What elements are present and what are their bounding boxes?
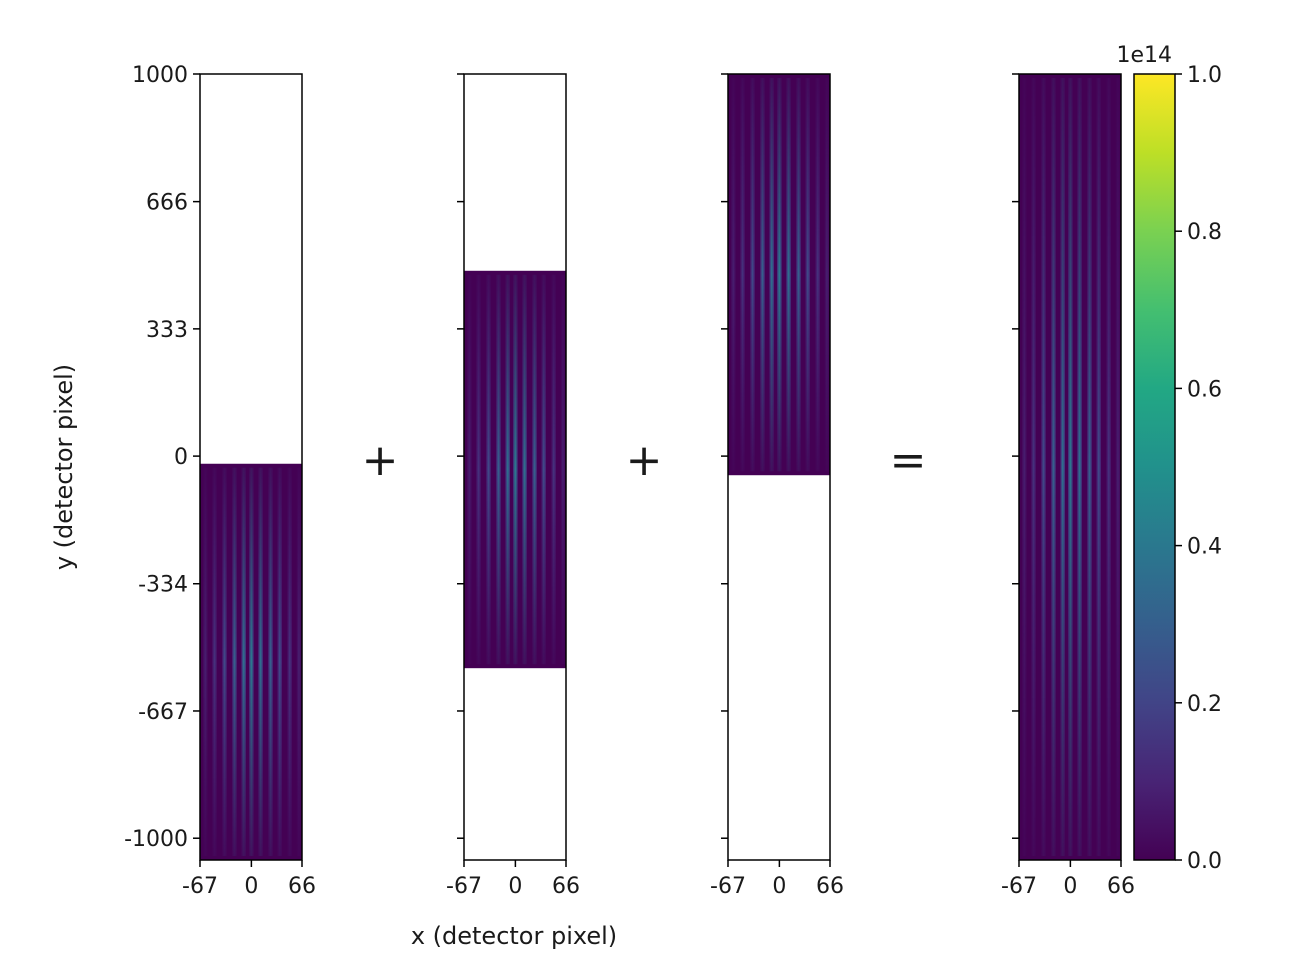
fringe-line xyxy=(506,274,509,665)
fringe-line xyxy=(250,467,253,856)
fringe-line xyxy=(204,467,207,856)
fringe-line xyxy=(1107,78,1110,856)
fringe-line xyxy=(797,78,800,472)
fringe-line xyxy=(298,467,300,856)
fringe-line xyxy=(562,274,564,665)
fringe-line xyxy=(816,78,819,472)
fringe-line xyxy=(826,78,828,472)
y-tick-label: 1000 xyxy=(132,63,188,88)
fringe-line xyxy=(523,274,526,665)
y-tick-label: 666 xyxy=(146,191,188,216)
fringe-group xyxy=(467,274,566,665)
x-axis-label: x (detector pixel) xyxy=(411,922,617,950)
fringe-line xyxy=(233,467,236,856)
x-tick-label: 0 xyxy=(508,874,522,899)
fringe-line xyxy=(288,467,291,856)
fringe-line xyxy=(1032,78,1035,856)
fringe-line xyxy=(1078,78,1081,856)
colorbar-tick-label: 0.8 xyxy=(1187,220,1222,245)
colorbar-tick-label: 0.6 xyxy=(1187,377,1222,402)
fringe-line xyxy=(1042,78,1045,856)
fringe-line xyxy=(1097,78,1100,856)
fringe-line xyxy=(1023,78,1026,856)
y-axis-label: y (detector pixel) xyxy=(50,364,78,570)
fringe-line xyxy=(751,78,754,472)
fringe-line xyxy=(269,467,272,856)
fringe-group xyxy=(731,78,830,472)
fringe-line xyxy=(223,467,226,856)
fringe-line xyxy=(806,78,809,472)
fringe-line xyxy=(732,78,735,472)
fringe-line xyxy=(497,274,500,665)
x-tick-label: -67 xyxy=(446,874,482,899)
heatmap-panel-1: 1000 666 333 0 -334 -667 -1000 -67 0 66 xyxy=(124,63,316,899)
y-tick-label: 333 xyxy=(146,318,188,343)
fringe-line xyxy=(278,467,281,856)
fringe-line xyxy=(741,78,744,472)
y-tick-label: 0 xyxy=(174,445,188,470)
heatmap-panel-4: -67 0 66 xyxy=(1001,73,1135,899)
fringe-line xyxy=(761,78,764,472)
fringe-line xyxy=(1069,78,1072,856)
equals-operator: = xyxy=(890,435,927,486)
x-tick-label: 0 xyxy=(244,874,258,899)
colorbar-gradient xyxy=(1133,73,1176,861)
fringe-line xyxy=(242,467,245,856)
fringe-line xyxy=(778,78,781,472)
x-tick-label: -67 xyxy=(710,874,746,899)
fringe-group xyxy=(203,467,302,856)
colorbar-tick-label: 0.2 xyxy=(1187,692,1222,717)
colorbar: 1e14 0.0 0.2 0.4 0.6 0.8 1.0 xyxy=(1116,43,1222,874)
colorbar-tick-label: 1.0 xyxy=(1187,63,1222,88)
heatmap-panel-3: -67 0 66 xyxy=(710,73,844,899)
plus-operator-2: + xyxy=(626,435,663,486)
fringe-line xyxy=(787,78,790,472)
fringe-line xyxy=(1052,78,1055,856)
x-tick-label: -67 xyxy=(182,874,218,899)
fringe-line xyxy=(552,274,555,665)
y-tick-label: -667 xyxy=(138,700,188,725)
plus-operator-1: + xyxy=(362,435,399,486)
colorbar-tick-label: 0.4 xyxy=(1187,535,1222,560)
fringe-line xyxy=(770,78,773,472)
heatmap-panel-2: -67 0 66 xyxy=(446,73,580,899)
fringe-group xyxy=(1022,78,1121,856)
x-tick-label: 66 xyxy=(1107,874,1135,899)
fringe-line xyxy=(1117,78,1119,856)
colorbar-multiplier: 1e14 xyxy=(1116,43,1172,68)
fringe-line xyxy=(533,274,536,665)
y-tick-label: -334 xyxy=(138,573,188,598)
fringe-line xyxy=(259,467,262,856)
colorbar-tick-label: 0.0 xyxy=(1187,849,1222,874)
fringe-line xyxy=(213,467,216,856)
fringe-line xyxy=(1088,78,1091,856)
x-tick-label: 66 xyxy=(552,874,580,899)
fringe-line xyxy=(542,274,545,665)
x-tick-label: -67 xyxy=(1001,874,1037,899)
x-tick-label: 0 xyxy=(772,874,786,899)
fringe-line xyxy=(514,274,517,665)
x-tick-label: 0 xyxy=(1063,874,1077,899)
fringe-line xyxy=(468,274,471,665)
y-tick-label: -1000 xyxy=(124,827,188,852)
x-tick-label: 66 xyxy=(288,874,316,899)
panels-layer: 1000 666 333 0 -334 -667 -1000 -67 0 66 -67 0 66 -67 0… xyxy=(124,63,1135,899)
fringe-line xyxy=(477,274,480,665)
fringe-line xyxy=(1061,78,1064,856)
x-tick-label: 66 xyxy=(816,874,844,899)
fringe-line xyxy=(487,274,490,665)
